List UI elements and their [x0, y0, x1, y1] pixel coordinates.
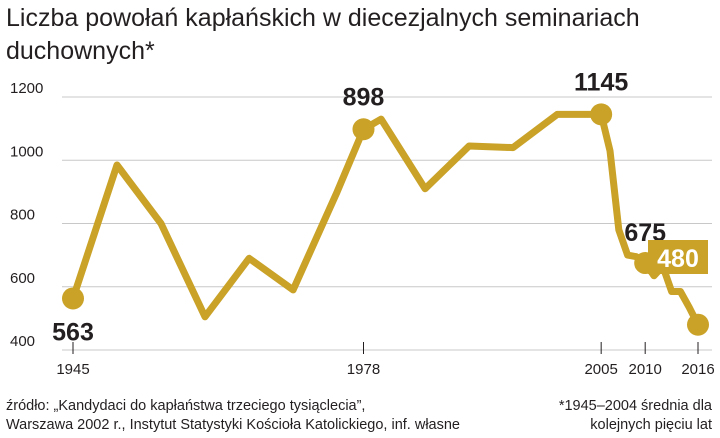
- data-point-marker: [590, 103, 613, 126]
- data-point-marker: [352, 118, 375, 141]
- highlight-label-box: [648, 240, 708, 274]
- x-tick-label: 2016: [681, 361, 714, 378]
- y-tick-label: 1200: [10, 80, 43, 97]
- y-tick-label: 800: [10, 207, 35, 224]
- source-line-1: źródło: „Kandydaci do kapłaństwa trzecie…: [6, 398, 366, 414]
- y-tick-label: 1000: [10, 143, 43, 160]
- x-tick-label: 2010: [628, 361, 661, 378]
- series-line: [69, 110, 702, 329]
- x-tick-label: 1978: [347, 361, 380, 378]
- footnote-line-2: kolejnych pięciu lat: [590, 417, 712, 433]
- footnote: *1945–2004 średnia dla kolejnych pięciu …: [512, 397, 712, 435]
- x-tick-label: 2005: [584, 361, 617, 378]
- y-tick-label: 400: [10, 333, 35, 350]
- x-tick-label: 1945: [56, 361, 89, 378]
- data-point-marker: [687, 313, 709, 336]
- data-point-marker: [62, 287, 84, 310]
- data-label: 898: [343, 83, 385, 111]
- source-line-2: Warszawa 2002 r., Instytut Statystyki Ko…: [6, 417, 460, 433]
- footnote-line-1: *1945–2004 średnia dla: [558, 398, 712, 414]
- data-label: 1145: [574, 68, 628, 96]
- chart-title: Liczba powołań kapłańskich w diecezjalny…: [6, 4, 640, 65]
- data-label: 563: [52, 318, 94, 346]
- source-note: źródło: „Kandydaci do kapłaństwa trzecie…: [6, 397, 526, 435]
- y-tick-label: 600: [10, 270, 35, 287]
- data-label: 480: [657, 245, 699, 273]
